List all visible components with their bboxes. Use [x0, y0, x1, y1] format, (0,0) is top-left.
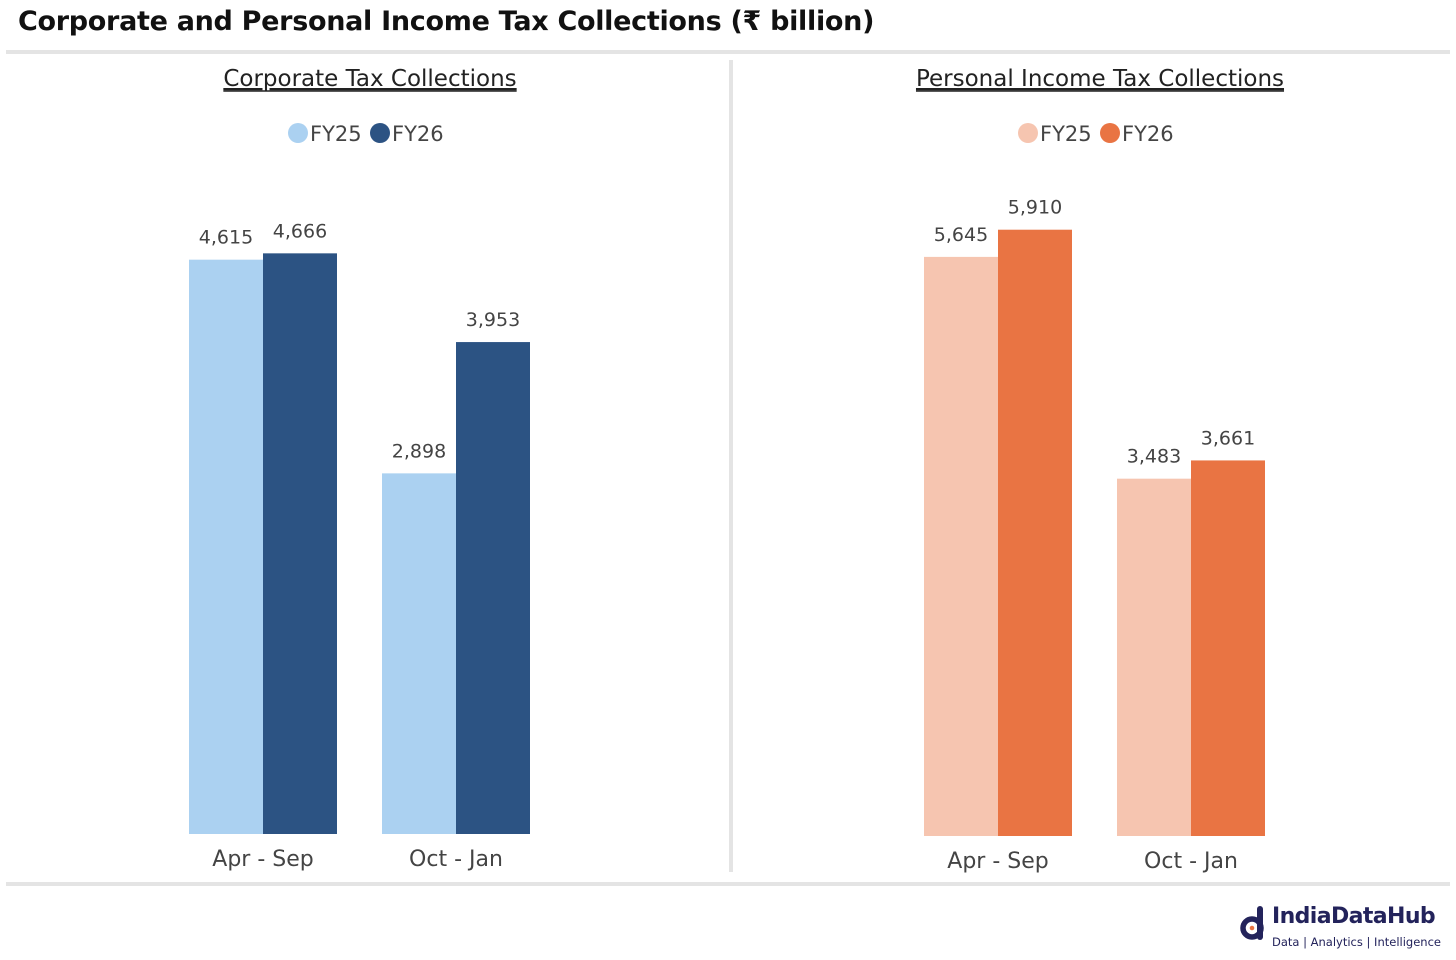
chart-title: Personal Income Tax Collections: [916, 66, 1284, 92]
category-label-1: Oct - Jan: [1144, 849, 1238, 874]
data-label-fy25-1: 3,483: [1127, 446, 1181, 468]
bar-fy25-1: [382, 473, 456, 834]
legend-marker-fy25: [288, 123, 308, 143]
top-divider: [6, 50, 1450, 54]
bar-fy26-0: [998, 229, 1072, 836]
brand-name: IndiaDataHub: [1272, 904, 1436, 929]
logo-mark-icon: [1240, 906, 1264, 940]
bar-fy25-0: [924, 256, 998, 836]
data-label-fy25-1: 2,898: [392, 440, 446, 462]
legend-marker-fy26: [1100, 123, 1120, 143]
legend-label-fy26: FY26: [392, 122, 444, 146]
panel-divider: [729, 60, 733, 872]
bar-fy25-0: [189, 259, 263, 834]
bar-fy26-1: [1191, 460, 1265, 836]
data-label-fy26-0: 5,910: [1008, 197, 1062, 219]
data-label-fy25-0: 5,645: [934, 224, 988, 246]
brand-logo: IndiaDataHub Data | Analytics | Intellig…: [1238, 900, 1450, 956]
page-title: Corporate and Personal Income Tax Collec…: [18, 6, 875, 37]
bottom-divider: [6, 882, 1450, 886]
data-label-fy26-0: 4,666: [273, 220, 327, 242]
personal-income-tax-chart: Personal Income Tax Collections FY25 FY26 5…: [915, 66, 1285, 874]
bar-fy26-1: [456, 342, 530, 834]
legend-label-fy26: FY26: [1122, 122, 1174, 146]
corporate-tax-chart: Corporate Tax Collections FY25 FY26 4,615 4,…: [189, 66, 530, 872]
legend-label-fy25: FY25: [1040, 122, 1092, 146]
data-label-fy26-1: 3,953: [466, 309, 520, 331]
legend-marker-fy26: [370, 123, 390, 143]
bar-fy26-0: [263, 253, 337, 834]
brand-tagline: Data | Analytics | Intelligence: [1272, 935, 1441, 949]
chart-title: Corporate Tax Collections: [223, 66, 516, 92]
data-label-fy26-1: 3,661: [1201, 427, 1255, 449]
category-label-0: Apr - Sep: [212, 847, 313, 872]
category-label-1: Oct - Jan: [409, 847, 503, 872]
bar-fy25-1: [1117, 478, 1191, 836]
category-label-0: Apr - Sep: [947, 849, 1048, 874]
legend-label-fy25: FY25: [310, 122, 362, 146]
legend-marker-fy25: [1018, 123, 1038, 143]
data-label-fy25-0: 4,615: [199, 227, 253, 249]
